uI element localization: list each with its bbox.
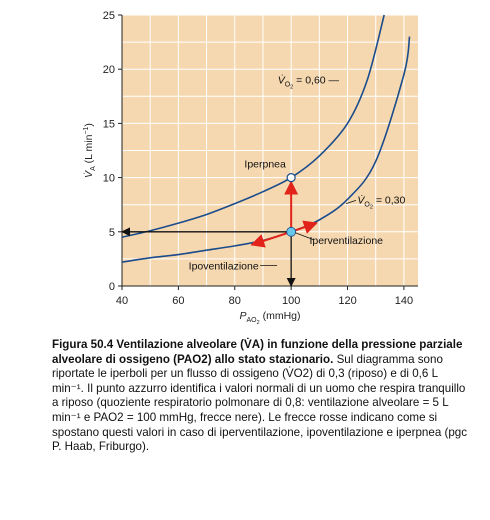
y-tick-label: 5	[109, 227, 115, 239]
x-tick-label: 80	[229, 295, 241, 307]
y-tick-label: 20	[103, 64, 115, 76]
x-tick-label: 60	[172, 295, 184, 307]
x-tick-label: 40	[116, 295, 128, 307]
caption-lead: Figura 50.4 Ventilazione alveolare (V̇A)…	[52, 338, 463, 366]
series-leader-0-30	[345, 199, 357, 204]
x-axis-label: PAO2 (mmHg)	[239, 310, 300, 326]
y-tick-label: 0	[109, 281, 115, 293]
series-label-0-30: V̇O2 = 0,30	[357, 194, 405, 211]
series-curve-2	[121, 14, 385, 238]
x-tick-label: 100	[282, 295, 300, 307]
arrows	[121, 180, 318, 287]
x-tick-label: 140	[395, 295, 413, 307]
chart-labels: Iperpnea Iperventilazione Ipoventilazione V…	[189, 74, 406, 273]
y-tick-label: 15	[103, 118, 115, 130]
ipoventilazione-label: Ipoventilazione	[189, 260, 259, 272]
ventilation-chart: 40 60 80 100 120 140 0 5 10 15 20 25 PAO2 (mmHg) V̇A …	[82, 10, 418, 326]
y-tick-label: 10	[103, 173, 115, 185]
rest-point	[286, 226, 297, 237]
points	[286, 173, 297, 237]
shift-arrow	[250, 230, 292, 248]
iperpnea-label: Iperpnea	[244, 159, 286, 171]
axes: 40 60 80 100 120 140 0 5 10 15 20 25 PAO2 (mmHg) V̇A …	[82, 10, 418, 326]
x-tick-label: 120	[338, 295, 356, 307]
iperventilazione-leader	[295, 232, 314, 241]
iperventilazione-label: Iperventilazione	[309, 235, 383, 247]
grid-lines	[121, 14, 418, 287]
iperpnea-point	[286, 173, 296, 183]
y-tick-label: 25	[103, 10, 115, 22]
y-axis-label: V̇A (L min−1)	[82, 123, 97, 178]
figure-caption: Figura 50.4 Ventilazione alveolare (V̇A)…	[52, 338, 472, 455]
series-label-0-60: V̇O2 = 0,60 —	[278, 74, 340, 91]
chart-area: 40 60 80 100 120 140 0 5 10 15 20 25 PAO2 (mmHg) V̇A …	[82, 10, 418, 326]
caption-body: Sul diagramma sono riportate le iperboli…	[52, 352, 468, 454]
